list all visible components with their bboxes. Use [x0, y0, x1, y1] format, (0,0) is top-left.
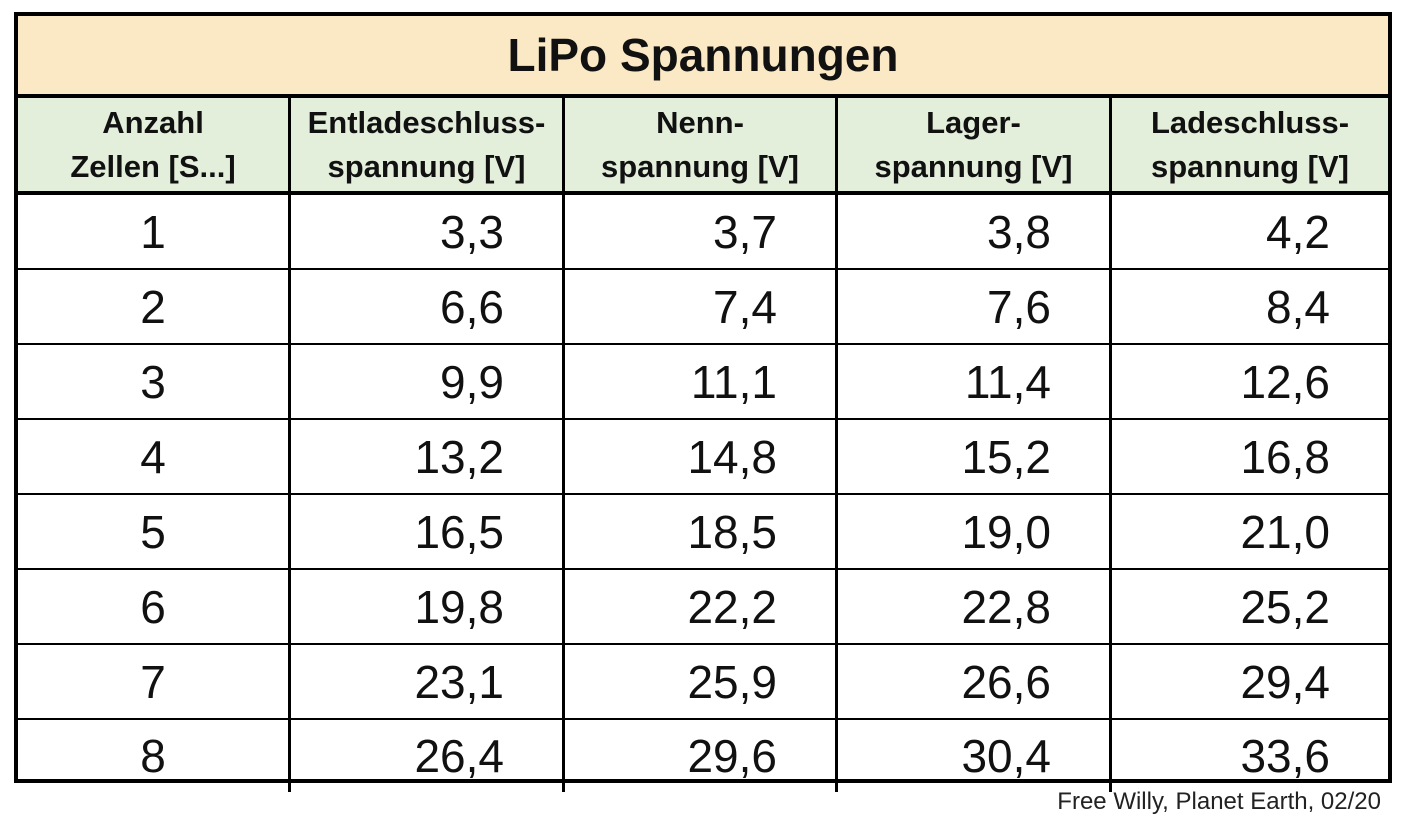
cell-count: 7: [18, 645, 291, 718]
cell-charge-end: 4,2: [1266, 205, 1330, 258]
table-row: 5 16,5 18,5 19,0 21,0: [18, 495, 1388, 570]
table-row: 1 3,3 3,7 3,8 4,2: [18, 195, 1388, 270]
cell-charge-end: 25,2: [1240, 580, 1330, 633]
cell-nominal: 29,6: [565, 720, 838, 792]
header-cell-discharge-end: Entladeschluss- spannung [V]: [291, 98, 565, 191]
cell-storage: 19,0: [838, 495, 1112, 568]
cell-discharge-end: 23,1: [291, 645, 565, 718]
header-line2: spannung [V]: [1150, 148, 1350, 184]
cell-charge-end: 8,4: [1266, 280, 1330, 333]
cell-count: 2: [18, 270, 291, 343]
cell-nominal: 18,5: [565, 495, 838, 568]
cell-discharge-end: 6,6: [291, 270, 565, 343]
cell-discharge-end: 13,2: [291, 420, 565, 493]
cell-storage: 30,4: [838, 720, 1112, 792]
cell-nominal: 11,1: [565, 345, 838, 418]
header-cell-cells: Anzahl Zellen [S...]: [18, 98, 291, 191]
cell-count: 3: [18, 345, 291, 418]
table-row: 6 19,8 22,2 22,8 25,2: [18, 570, 1388, 645]
cell-charge-end: 33,6: [1240, 730, 1330, 782]
header-line1: Ladeschluss-: [1150, 104, 1350, 140]
cell-nominal: 22,2: [565, 570, 838, 643]
cell-discharge-end: 9,9: [291, 345, 565, 418]
header-line1: Nenn-: [656, 104, 744, 140]
cell-count: 4: [18, 420, 291, 493]
header-line1: Anzahl: [102, 104, 204, 140]
cell-storage: 7,6: [838, 270, 1112, 343]
cell-storage: 15,2: [838, 420, 1112, 493]
cell-count: 5: [18, 495, 291, 568]
cell-nominal: 7,4: [565, 270, 838, 343]
cell-discharge-end: 26,4: [291, 720, 565, 792]
table-row: 2 6,6 7,4 7,6 8,4: [18, 270, 1388, 345]
cell-storage: 3,8: [838, 195, 1112, 268]
header-cell-storage: Lager- spannung [V]: [838, 98, 1112, 191]
cell-count: 8: [18, 720, 291, 792]
cell-nominal: 3,7: [565, 195, 838, 268]
header-line2: Zellen [S...]: [70, 148, 236, 184]
cell-charge-end: 16,8: [1240, 430, 1330, 483]
table-row: 8 26,4 29,6 30,4 33,6: [18, 720, 1388, 792]
author-credit: Free Willy, Planet Earth, 02/20: [1057, 788, 1381, 815]
header-row: Anzahl Zellen [S...] Entladeschluss- spa…: [18, 98, 1388, 195]
header-cell-charge-end: Ladeschluss- spannung [V]: [1112, 98, 1388, 191]
table-body: 1 3,3 3,7 3,8 4,2 2 6,6 7,4 7,6 8,4 3 9,…: [18, 195, 1388, 792]
cell-storage: 11,4: [838, 345, 1112, 418]
cell-discharge-end: 3,3: [291, 195, 565, 268]
lipo-voltage-table: LiPo Spannungen Anzahl Zellen [S...] Ent…: [14, 12, 1392, 792]
header-line2: spannung [V]: [600, 148, 800, 184]
header-line1: Entladeschluss-: [307, 104, 546, 140]
cell-count: 1: [18, 195, 291, 268]
cell-storage: 26,6: [838, 645, 1112, 718]
cell-discharge-end: 16,5: [291, 495, 565, 568]
cell-nominal: 25,9: [565, 645, 838, 718]
cell-charge-end: 21,0: [1240, 505, 1330, 558]
header-line2: spannung [V]: [874, 148, 1073, 184]
table-row: 3 9,9 11,1 11,4 12,6: [18, 345, 1388, 420]
header-line2: spannung [V]: [327, 148, 526, 184]
table-row: 7 23,1 25,9 26,6 29,4: [18, 645, 1388, 720]
cell-charge-end: 29,4: [1240, 655, 1330, 708]
cell-count: 6: [18, 570, 291, 643]
table-row: 4 13,2 14,8 15,2 16,8: [18, 420, 1388, 495]
table-title: LiPo Spannungen: [18, 16, 1388, 98]
cell-storage: 22,8: [838, 570, 1112, 643]
header-cell-nominal: Nenn- spannung [V]: [565, 98, 838, 191]
cell-nominal: 14,8: [565, 420, 838, 493]
cell-discharge-end: 19,8: [291, 570, 565, 643]
cell-charge-end: 12,6: [1240, 355, 1330, 408]
header-line1: Lager-: [926, 104, 1021, 140]
